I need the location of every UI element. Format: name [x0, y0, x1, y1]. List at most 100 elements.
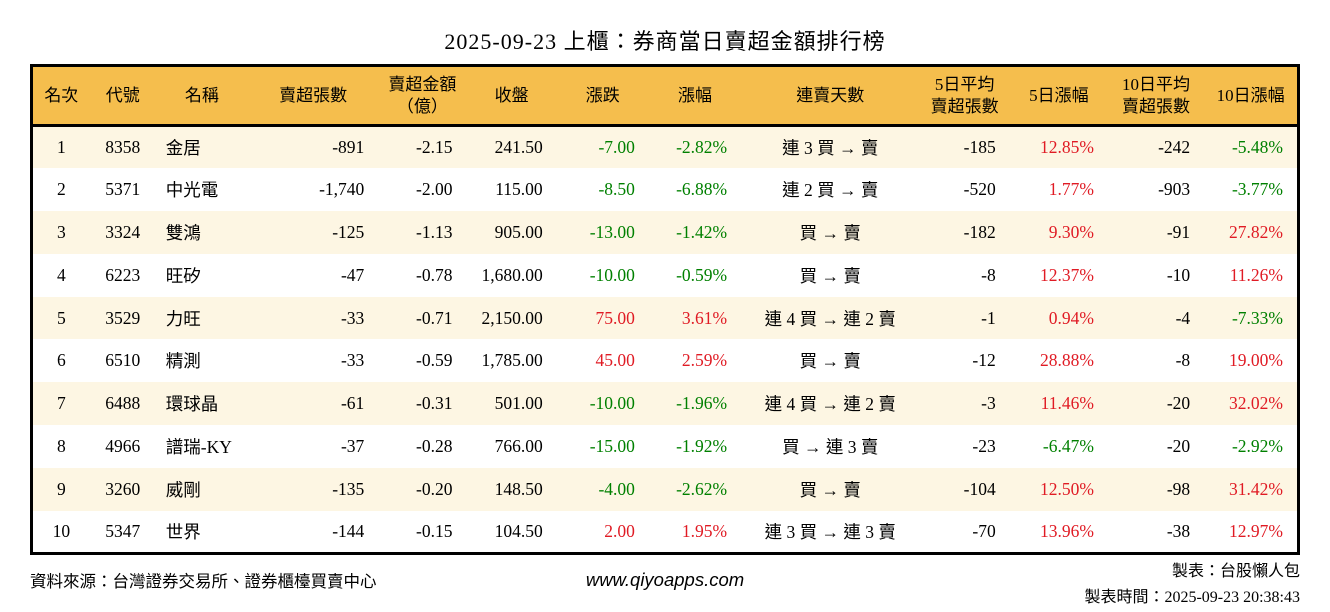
- made-time: 製表時間：2025-09-23 20:38:43: [1084, 589, 1300, 607]
- cell-avg10: -20: [1107, 382, 1205, 426]
- cell-code: 5371: [105, 179, 141, 200]
- cell-pct5: 11.46%: [1009, 382, 1108, 426]
- cell-sell_vol: -37: [340, 435, 365, 456]
- cell-pct5: 1.77%: [1048, 179, 1094, 200]
- cell-chg: 2.00: [604, 520, 635, 541]
- cell-avg10: -903: [1158, 179, 1191, 200]
- table-row: 2 5371 中光電 -1,740 -2.00 115.00 -8.50 -6.88% 連 2 …: [32, 168, 1299, 211]
- cell-name: 力旺: [155, 296, 248, 340]
- cell-pct10: 31.42%: [1204, 467, 1299, 511]
- cell-pct5: 13.96%: [1039, 520, 1094, 541]
- cell-streak: 買 → 賣: [741, 211, 920, 254]
- cell-avg10: -242: [1107, 125, 1205, 169]
- cell-close: 148.50: [466, 467, 557, 511]
- cell-pct10: 27.82%: [1204, 211, 1299, 254]
- cell-close: 241.50: [466, 125, 557, 169]
- cell-streak: 連 2 買 → 賣: [782, 180, 879, 201]
- cell-sell_vol: -33: [247, 296, 379, 340]
- cell-sell_amt: -0.59: [416, 350, 453, 371]
- cell-chg: -8.50: [598, 179, 635, 200]
- cell-pct: -1.96%: [648, 382, 742, 426]
- col-sell-amount: 賣超金額 （億）: [378, 65, 467, 127]
- cell-avg5: -12: [972, 350, 996, 371]
- cell-avg5: -1: [919, 296, 1010, 340]
- cell-pct5: 12.50%: [1009, 467, 1108, 511]
- table-header: 名次 代號 名稱 賣超張數 賣超金額 （億） 收盤 漲跌 漲幅 連賣天數 5日平…: [31, 65, 1299, 127]
- col-avg5: 5日平均 賣超張數: [919, 65, 1010, 127]
- cell-close: 1,680.00: [481, 264, 543, 285]
- col-change-pct: 漲幅: [648, 65, 742, 127]
- cell-sell_amt: -1.13: [378, 211, 467, 254]
- cell-rank: 6: [56, 350, 66, 371]
- cell-pct: 2.59%: [681, 350, 728, 371]
- cell-code: 4966: [105, 435, 141, 456]
- col-close: 收盤: [466, 65, 557, 127]
- cell-pct5: 12.85%: [1009, 125, 1108, 169]
- cell-pct: -0.59%: [676, 264, 728, 285]
- cell-sell_amt: -2.00: [416, 179, 453, 200]
- cell-sell_vol: -33: [340, 350, 365, 371]
- cell-avg5: -70: [972, 520, 996, 541]
- cell-pct10: 11.26%: [1229, 264, 1283, 285]
- col-pct10: 10日漲幅: [1204, 65, 1299, 127]
- table-row: 8 4966 譜瑞-KY -37 -0.28 766.00 -15.00 -1.92% 買 → …: [32, 425, 1299, 468]
- cell-rank: 1: [31, 125, 90, 169]
- page-title: 2025-09-23 上櫃：券商當日賣超金額排行榜: [444, 29, 886, 54]
- cell-avg5: -8: [981, 264, 996, 285]
- cell-sell_vol: -144: [332, 520, 365, 541]
- made-by: 製表：台股懶人包: [1171, 563, 1300, 580]
- cell-pct: -2.82%: [648, 125, 742, 169]
- cell-rank: 4: [56, 264, 66, 285]
- cell-name: 旺矽: [165, 265, 201, 286]
- cell-rank: 8: [56, 435, 66, 456]
- cell-pct10: 19.00%: [1229, 350, 1283, 371]
- cell-code: 3529: [89, 296, 156, 340]
- cell-name: 精測: [165, 351, 201, 372]
- cell-avg5: -185: [919, 125, 1010, 169]
- cell-sell_amt: -0.20: [378, 467, 467, 511]
- cell-chg: -10.00: [589, 264, 635, 285]
- cell-avg10: -98: [1107, 467, 1205, 511]
- cell-close: 905.00: [466, 211, 557, 254]
- cell-chg: 75.00: [556, 296, 649, 340]
- cell-close: 115.00: [495, 179, 543, 200]
- table-row: 5 3529 力旺 -33 -0.71 2,150.00 75.00 3.61% 連 4 買 →…: [31, 296, 1299, 340]
- cell-name: 中光電: [165, 180, 219, 201]
- cell-code: 8358: [89, 125, 156, 169]
- cell-sell_vol: -61: [247, 382, 379, 426]
- cell-pct: -2.62%: [648, 467, 742, 511]
- table-row: 9 3260 威剛 -135 -0.20 148.50 -4.00 -2.62% 買 → 賣 -1…: [31, 467, 1299, 511]
- cell-sell_vol: -125: [247, 211, 379, 254]
- cell-streak: 買 → 連 3 賣: [782, 436, 879, 457]
- col-code: 代號: [89, 65, 156, 127]
- cell-close: 104.50: [494, 520, 543, 541]
- cell-rank: 7: [31, 382, 90, 426]
- col-sell-volume: 賣超張數: [247, 65, 379, 127]
- cell-close: 2,150.00: [466, 296, 557, 340]
- cell-streak: 連 4 買 → 連 2 賣: [741, 382, 920, 426]
- cell-pct5: 28.88%: [1039, 350, 1094, 371]
- cell-streak: 連 4 買 → 連 2 賣: [741, 296, 920, 340]
- cell-streak: 買 → 賣: [741, 467, 920, 511]
- cell-pct5: 9.30%: [1009, 211, 1108, 254]
- cell-avg5: -182: [919, 211, 1010, 254]
- cell-pct5: -6.47%: [1042, 435, 1094, 456]
- cell-code: 6510: [105, 350, 141, 371]
- cell-pct5: 0.94%: [1009, 296, 1108, 340]
- cell-chg: -15.00: [589, 435, 635, 456]
- cell-avg10: -4: [1107, 296, 1205, 340]
- cell-name: 譜瑞-KY: [165, 436, 232, 457]
- cell-name: 世界: [165, 521, 201, 542]
- cell-sell_amt: -0.71: [378, 296, 467, 340]
- table-row: 6 6510 精測 -33 -0.59 1,785.00 45.00 2.59% 買 → 賣 -1…: [32, 339, 1299, 382]
- cell-code: 3324: [89, 211, 156, 254]
- cell-pct10: -2.92%: [1231, 435, 1283, 456]
- table-row: 4 6223 旺矽 -47 -0.78 1,680.00 -10.00 -0.59% 買 → 賣…: [32, 254, 1299, 297]
- table-row: 10 5347 世界 -144 -0.15 104.50 2.00 1.95% 連 3 買 → …: [32, 511, 1299, 554]
- cell-name: 雙鴻: [155, 211, 248, 254]
- cell-sell_amt: -0.28: [416, 435, 453, 456]
- data-source: 資料來源：台灣證券交易所、證券櫃檯買賣中心: [30, 572, 377, 591]
- cell-code: 5347: [105, 520, 141, 541]
- cell-pct10: 32.02%: [1204, 382, 1299, 426]
- cell-close: 501.00: [466, 382, 557, 426]
